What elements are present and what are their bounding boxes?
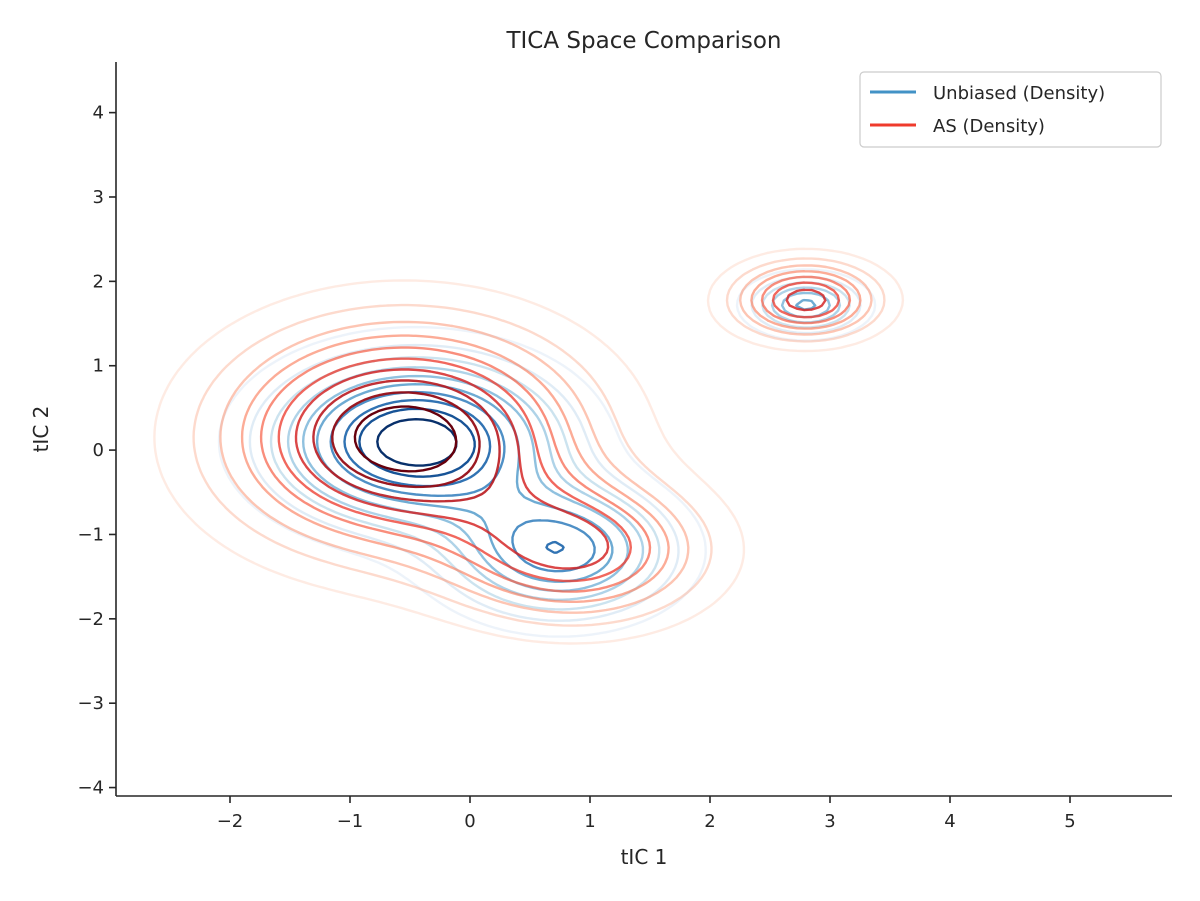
x-tick-label: 5 (1064, 811, 1075, 832)
contour-level (192, 257, 886, 627)
x-tick-label: 4 (944, 811, 955, 832)
contour-level (269, 281, 851, 611)
y-tick-label: 1 (93, 356, 104, 377)
x-tick-label: 0 (464, 811, 475, 832)
x-tick-label: 1 (584, 811, 595, 832)
contour-level (294, 288, 827, 570)
contour-level (312, 379, 501, 503)
y-tick-label: −3 (77, 693, 104, 714)
x-tick-label: 3 (824, 811, 835, 832)
contour-level (353, 405, 458, 473)
y-axis-ticks: −4 −3 −2 −1 0 1 2 3 4 (77, 103, 116, 799)
y-tick-label: 2 (93, 271, 104, 292)
contour-level (286, 286, 842, 601)
as-density-contours (153, 247, 905, 645)
contour-level (376, 418, 458, 467)
y-tick-label: 3 (93, 187, 104, 208)
contour-level (277, 281, 841, 583)
contour-level (331, 391, 481, 489)
y-tick-label: −1 (77, 524, 104, 545)
contour-level (153, 247, 905, 645)
contour-level (219, 264, 873, 614)
x-axis-ticks: −2 −1 0 1 2 3 4 5 (217, 796, 1076, 832)
chart-title: TICA Space Comparison (505, 28, 781, 54)
unbiased-density-contours (217, 268, 877, 638)
x-tick-label: 2 (704, 811, 715, 832)
legend-label-as: AS (Density) (933, 116, 1045, 137)
legend-label-unbiased: Unbiased (Density) (933, 83, 1105, 104)
x-tick-label: −1 (337, 811, 364, 832)
x-axis-label: tIC 1 (621, 845, 668, 869)
contour-level (248, 275, 862, 622)
y-axis-label: tIC 2 (29, 406, 53, 453)
legend: Unbiased (Density) AS (Density) (859, 71, 1162, 148)
contour-level (329, 390, 596, 573)
legend-frame (859, 71, 1162, 148)
contour-level (240, 270, 862, 603)
plot-area (153, 247, 905, 645)
y-tick-label: −2 (77, 609, 104, 630)
y-tick-label: 0 (93, 440, 104, 461)
y-tick-label: 4 (93, 103, 104, 124)
y-tick-label: −4 (77, 778, 104, 799)
contour-level (259, 275, 852, 593)
x-tick-label: −2 (217, 811, 244, 832)
